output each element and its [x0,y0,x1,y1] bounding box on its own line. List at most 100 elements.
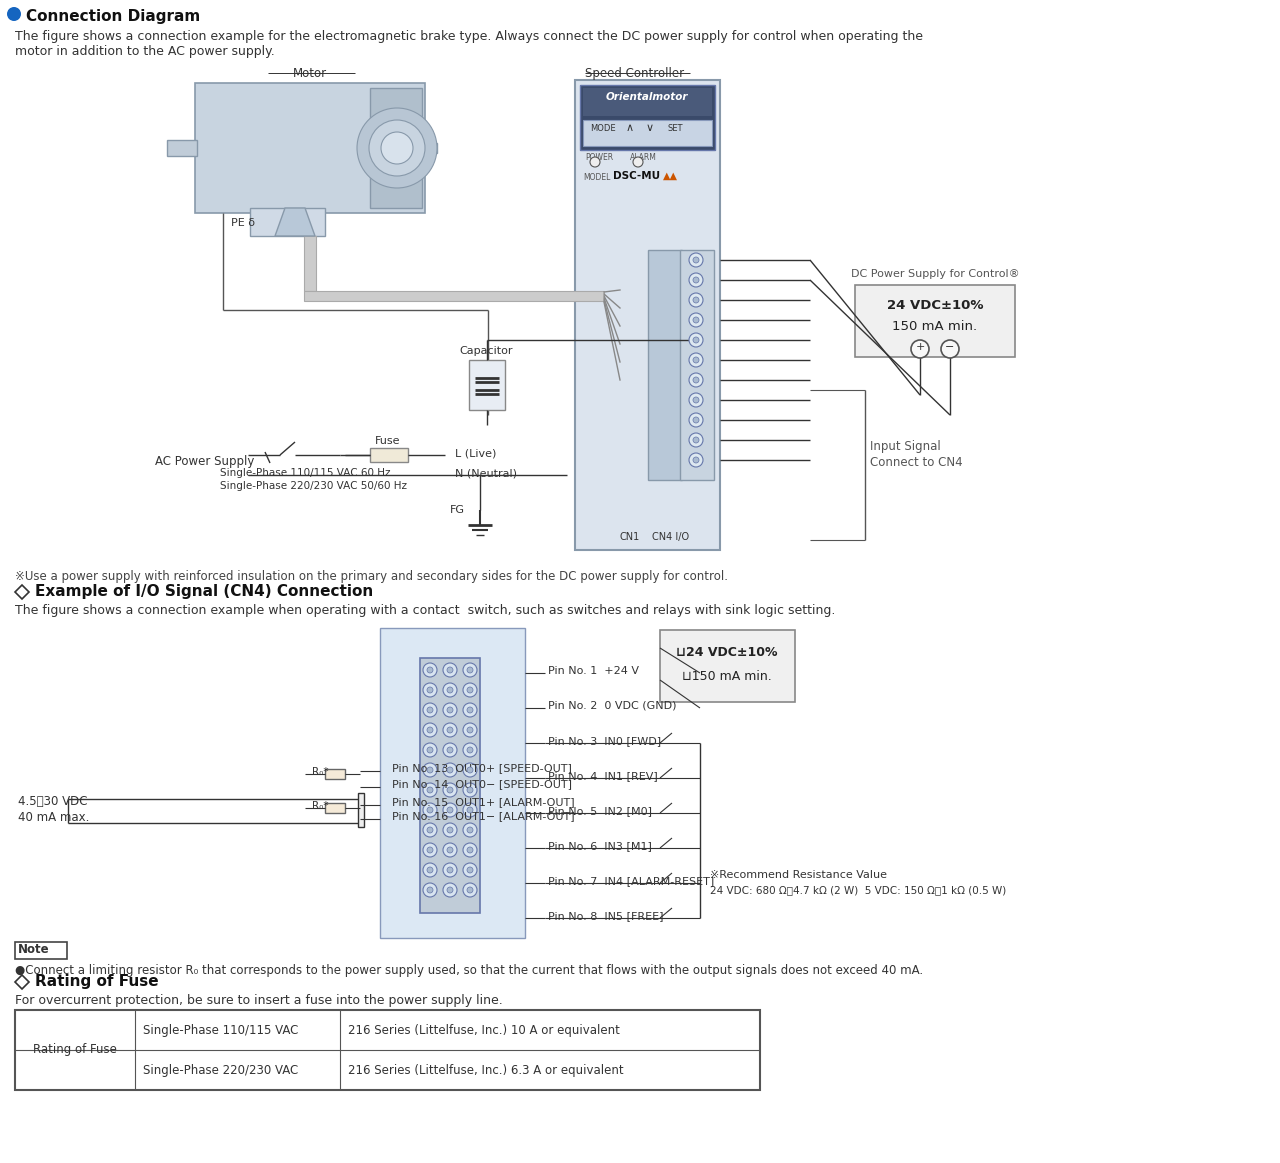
Text: +: + [915,342,924,352]
Text: ALARM: ALARM [630,154,657,162]
Circle shape [467,887,474,893]
Circle shape [463,802,477,816]
Circle shape [6,7,20,21]
Circle shape [689,313,703,327]
Text: Connection Diagram: Connection Diagram [26,9,200,24]
Circle shape [422,783,436,797]
Circle shape [467,807,474,813]
Bar [305,236,316,291]
Text: ∨: ∨ [646,123,654,133]
Bar [580,85,716,150]
Text: R₀*: R₀* [312,801,329,811]
Circle shape [428,807,433,813]
Text: Single-Phase 220/230 VAC: Single-Phase 220/230 VAC [143,1064,298,1077]
Circle shape [422,883,436,897]
Bar [575,80,719,550]
Circle shape [443,763,457,777]
Circle shape [443,843,457,857]
Circle shape [463,683,477,697]
Text: DC Power Supply for Control®: DC Power Supply for Control® [851,269,1019,279]
Circle shape [369,120,425,176]
Text: Speed Controller: Speed Controller [585,67,685,80]
Circle shape [422,723,436,737]
Text: Rating of Fuse: Rating of Fuse [33,1043,116,1056]
Text: MODEL: MODEL [582,173,611,181]
Bar [370,88,422,208]
Circle shape [689,254,703,267]
Text: The figure shows a connection example for the electromagnetic brake type. Always: The figure shows a connection example fo… [15,30,923,43]
Circle shape [443,883,457,897]
Circle shape [443,802,457,816]
Text: 24 VDC: 680 Ω～4.7 kΩ (2 W)  5 VDC: 150 Ω～1 kΩ (0.5 W): 24 VDC: 680 Ω～4.7 kΩ (2 W) 5 VDC: 150 Ω～… [710,885,1006,896]
Text: ▲▲: ▲▲ [663,171,678,181]
Circle shape [428,747,433,752]
Circle shape [467,866,474,873]
Circle shape [443,663,457,677]
Circle shape [634,157,643,167]
Circle shape [692,418,699,423]
Text: Pin No. 13  OUT0+ [SPEED-OUT]: Pin No. 13 OUT0+ [SPEED-OUT] [392,763,572,773]
Text: Pin No. 5  IN2 [M0]: Pin No. 5 IN2 [M0] [548,806,652,816]
Text: FG: FG [451,505,465,515]
Bar [680,250,714,480]
Circle shape [428,668,433,673]
Circle shape [463,863,477,877]
Text: POWER: POWER [585,154,613,162]
Text: SET: SET [667,124,682,133]
Circle shape [447,847,453,852]
Circle shape [463,663,477,677]
Text: Rating of Fuse: Rating of Fuse [35,973,159,989]
Text: Pin No. 2  0 VDC (GND): Pin No. 2 0 VDC (GND) [548,701,677,711]
Text: Single-Phase 110/115 VAC 60 Hz: Single-Phase 110/115 VAC 60 Hz [220,468,390,478]
Circle shape [428,687,433,693]
Circle shape [692,397,699,404]
Text: 4.5～30 VDC: 4.5～30 VDC [18,795,87,808]
Bar [358,793,364,827]
Circle shape [463,823,477,837]
Circle shape [428,768,433,773]
Circle shape [422,702,436,718]
Text: MODE: MODE [590,124,616,133]
Bar [250,208,325,236]
Text: 40 mA max.: 40 mA max. [18,811,90,825]
Text: motor in addition to the AC power supply.: motor in addition to the AC power supply… [15,45,275,58]
Bar [195,83,425,213]
Circle shape [689,454,703,468]
Bar [380,628,525,939]
Circle shape [447,668,453,673]
Bar [425,143,436,154]
Circle shape [467,668,474,673]
Circle shape [463,843,477,857]
Bar [855,285,1015,357]
Text: CN1: CN1 [620,531,639,542]
Text: ⊔150 mA min.: ⊔150 mA min. [682,670,772,683]
Circle shape [911,340,929,358]
Circle shape [467,687,474,693]
Circle shape [689,433,703,447]
Bar [166,140,197,156]
Bar [15,942,67,959]
Circle shape [443,783,457,797]
Bar [582,120,712,147]
Text: PE δ: PE δ [230,217,255,228]
Circle shape [689,373,703,387]
Circle shape [467,847,474,852]
Circle shape [443,863,457,877]
Bar [305,291,604,301]
Circle shape [428,707,433,713]
Circle shape [692,297,699,304]
Circle shape [689,293,703,307]
Text: For overcurrent protection, be sure to insert a fuse into the power supply line.: For overcurrent protection, be sure to i… [15,994,503,1007]
Bar [370,448,408,462]
Text: Pin No. 3  IN0 [FWD]: Pin No. 3 IN0 [FWD] [548,736,662,745]
Circle shape [428,727,433,733]
Text: Single-Phase 220/230 VAC 50/60 Hz: Single-Phase 220/230 VAC 50/60 Hz [220,481,407,491]
Circle shape [422,843,436,857]
Text: −: − [946,342,955,352]
Circle shape [443,743,457,757]
Circle shape [422,823,436,837]
Text: Pin No. 7  IN4 [ALARM-RESET]: Pin No. 7 IN4 [ALARM-RESET] [548,876,714,886]
Text: DSC-MU: DSC-MU [613,171,660,181]
Text: N (Neutral): N (Neutral) [454,468,517,478]
Circle shape [422,863,436,877]
